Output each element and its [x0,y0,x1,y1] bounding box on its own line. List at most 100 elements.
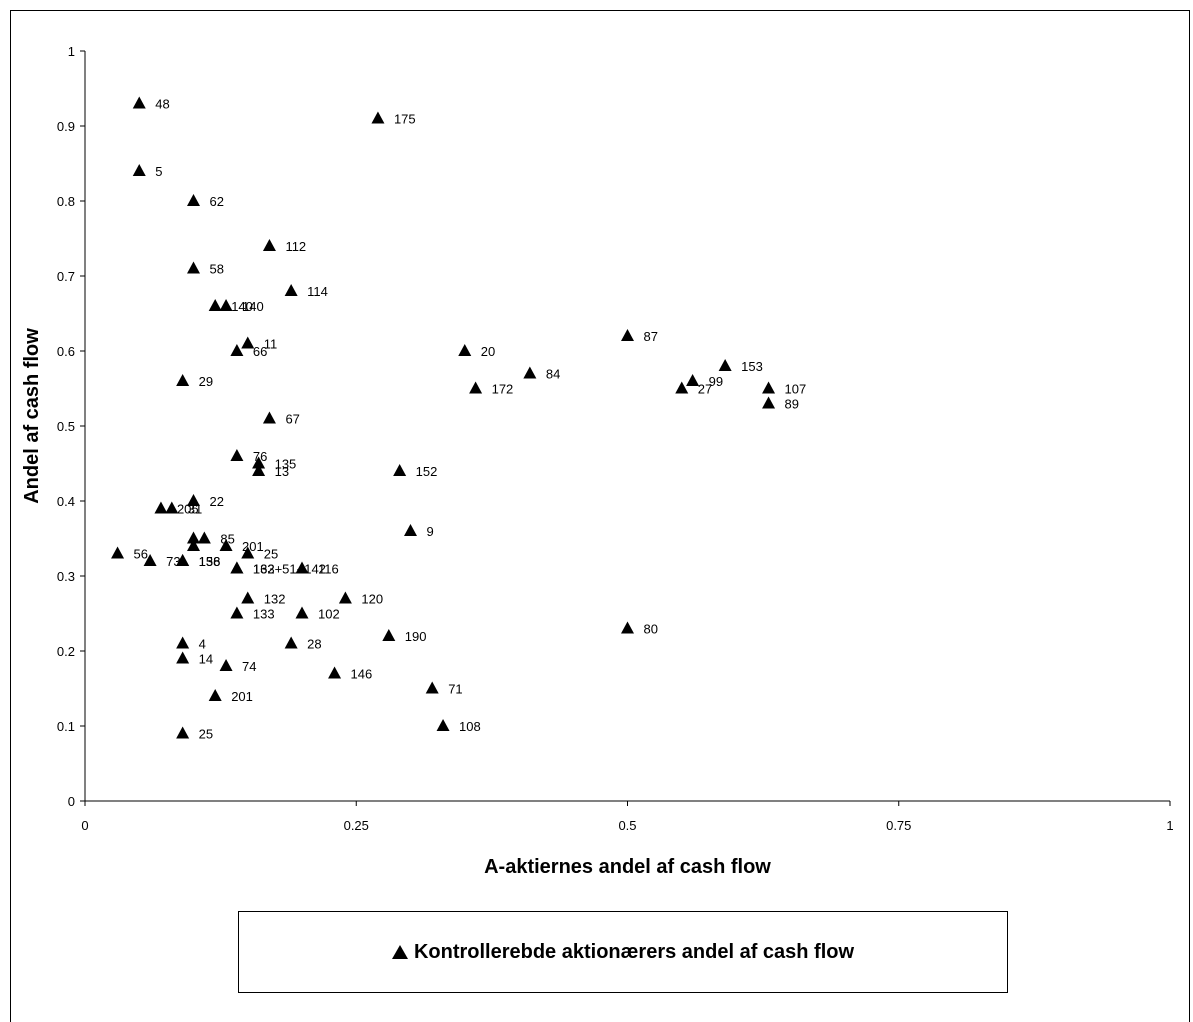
x-tick-label: 0.25 [344,818,369,833]
y-ticks: 0 0.1 0.2 0.3 0.4 0.5 0.6 0.7 0.8 0.9 1 [57,44,85,809]
data-label: 153 [741,359,763,374]
data-point [219,539,233,551]
data-point [523,366,537,379]
data-point [176,636,190,649]
data-point [219,659,233,671]
data-label: 28 [307,637,321,652]
y-tick-label: 0.4 [57,494,75,509]
data-point [230,344,244,356]
data-point [176,554,190,566]
data-label: 201 [242,539,264,554]
data-point [469,381,483,394]
data-label: 31 [188,502,202,517]
legend: Kontrollerebde aktionærers andel af cash… [238,911,1008,993]
data-label: 66 [253,344,267,359]
data-point [241,591,255,604]
x-tick-label: 0.75 [886,818,911,833]
data-label: 9 [427,524,434,539]
data-label: 116 [318,562,339,577]
data-point [284,284,298,296]
data-label: 11 [264,337,278,352]
data-label: 172 [492,382,514,397]
data-point [187,194,200,206]
data-label: 20 [481,344,495,359]
data-label: 112 [285,239,306,254]
data-label: 85 [220,532,234,547]
data-label: 158 [199,554,221,569]
data-point [338,591,352,604]
data-point [187,539,200,551]
data-point [219,299,233,311]
data-label: 67 [285,412,299,427]
y-tick-label: 0 [68,794,75,809]
data-label: 132 [264,592,286,607]
y-axis-title: Andel af cash flow [21,328,43,504]
y-tick-label: 0.2 [57,644,75,659]
data-point [143,554,157,566]
data-point [132,96,146,109]
data-point [718,359,732,371]
data-label: 114 [307,284,328,299]
y-tick-label: 0.3 [57,569,75,584]
chart-frame [10,10,1190,1022]
y-tick-label: 0.9 [57,119,75,134]
data-point [295,561,309,574]
data-label: 84 [546,367,560,382]
data-points [111,96,776,739]
data-point [241,336,255,349]
x-tick-label: 1 [1166,818,1173,833]
data-label: 201 [231,689,253,704]
data-point [675,381,689,394]
data-point [154,501,168,514]
data-point [762,381,776,394]
data-point [208,689,222,701]
data-label: 22 [210,494,224,509]
triangle-marker-icon [391,945,408,959]
data-point [284,636,298,649]
data-label: 163+51+142 [253,562,326,577]
data-label: 190 [405,629,427,644]
data-point [197,531,211,544]
data-label: 29 [199,374,213,389]
data-point [252,456,266,469]
y-tick-label: 0.7 [57,269,75,284]
data-point [208,299,222,311]
data-label: 120 [361,592,383,607]
y-tick-label: 0.6 [57,344,75,359]
data-label: 146 [351,667,373,682]
data-point [762,396,776,409]
x-ticks: 0 0.25 0.5 0.75 1 [81,801,1174,833]
data-label: 14 [199,652,213,667]
data-point [165,501,179,514]
data-label: 133 [253,607,275,622]
data-point [176,374,190,386]
data-point [252,464,266,476]
y-tick-label: 1 [68,44,75,59]
x-tick-label: 0.5 [618,818,636,833]
data-label: 140 [242,299,264,314]
x-tick-label: 0 [81,818,88,833]
data-point [176,651,190,664]
data-label: 76 [253,449,267,464]
data-label: 87 [644,329,658,344]
data-label: 107 [785,382,807,397]
data-label: 140 [231,299,253,314]
data-point [404,524,417,536]
data-label: 102 [318,607,340,622]
data-label: 62 [210,194,224,209]
data-label: 80 [644,622,658,637]
data-point [111,546,125,559]
data-label: 13 [275,464,289,479]
data-point [176,726,190,739]
data-label: 58 [210,262,224,277]
data-point [686,374,700,386]
data-label: 175 [394,112,416,127]
y-tick-label: 0.8 [57,194,75,209]
data-label: 48 [155,97,169,112]
data-label: 4 [199,637,206,652]
legend-label: Kontrollerebde aktionærers andel af cash… [413,940,855,963]
data-label: 25 [264,547,278,562]
data-point [328,666,342,679]
data-label: 152 [416,464,438,479]
